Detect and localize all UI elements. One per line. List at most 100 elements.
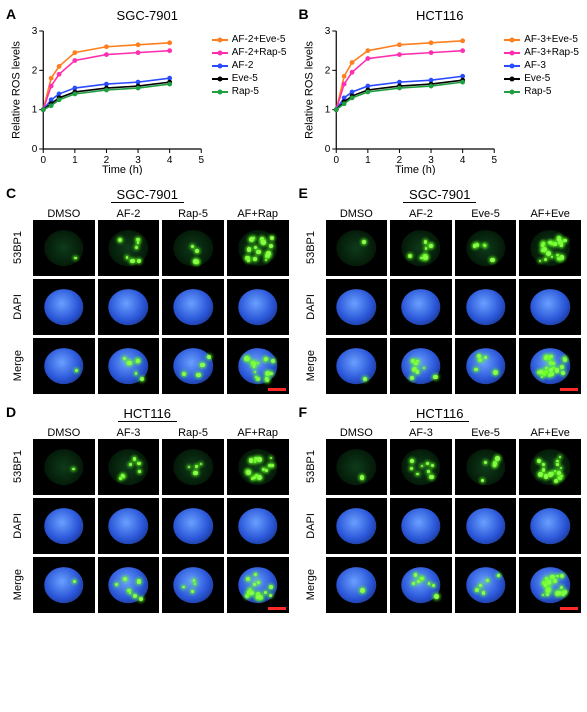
micrograph-cell (519, 557, 581, 613)
focus-dot (429, 475, 434, 480)
grid-D: 53BP1DAPIMerge (6, 439, 289, 613)
focus-dot (140, 377, 145, 382)
nucleus (401, 230, 440, 266)
nucleus (337, 348, 376, 384)
micrograph-cell (98, 279, 160, 335)
grid-C: 53BP1DAPIMerge (6, 220, 289, 394)
legend-label: Eve-5 (232, 72, 258, 85)
nucleus (337, 289, 376, 325)
svg-text:Time (h): Time (h) (102, 164, 143, 175)
focus-dot (72, 468, 75, 471)
focus-dot (434, 594, 439, 599)
panel-label-E: E (299, 185, 308, 201)
legend-label: AF-2+Rap-5 (232, 46, 287, 59)
micrograph-cell (162, 220, 224, 276)
svg-text:0: 0 (324, 144, 330, 155)
focus-dot (555, 368, 559, 372)
col-head: AF-2 (390, 208, 452, 220)
col-head: DMSO (33, 208, 95, 220)
legend-swatch (504, 39, 520, 41)
micrograph-cell (33, 498, 95, 554)
focus-dot (244, 356, 249, 361)
focus-dot (545, 577, 548, 580)
row-head: Merge (305, 350, 317, 381)
focus-dot (557, 238, 560, 241)
micrograph-cell (98, 557, 160, 613)
row-head: 53BP1 (12, 231, 24, 264)
focus-dot (552, 362, 555, 365)
legend-item: Eve-5 (504, 72, 579, 85)
nucleus (238, 508, 277, 544)
focus-dot (544, 258, 547, 261)
panel-label-A: A (6, 6, 16, 22)
nucleus (337, 567, 376, 603)
focus-dot (265, 377, 268, 380)
legend-B: AF-3+Eve-5AF-3+Rap-5AF-3Eve-5Rap-5 (504, 33, 579, 98)
micrograph-cell (326, 338, 388, 394)
micrograph-cell (33, 220, 95, 276)
focus-dot (137, 579, 141, 583)
micrograph-cell (227, 338, 289, 394)
micrograph-cell (33, 439, 95, 495)
micrograph-cell (326, 557, 388, 613)
focus-dot (130, 259, 135, 264)
legend-swatch (212, 39, 228, 41)
nucleus (337, 508, 376, 544)
focus-dot (414, 362, 417, 365)
focus-dot (560, 586, 563, 589)
focus-dot (74, 257, 76, 259)
focus-dot (250, 591, 254, 595)
panel-A: A SGC-7901 0123450123Time (h)Relative RO… (6, 8, 289, 175)
svg-text:2: 2 (32, 65, 38, 76)
focus-dot (482, 591, 486, 595)
micrograph-cell (162, 557, 224, 613)
focus-dot (264, 357, 268, 361)
micrograph-cell (227, 498, 289, 554)
focus-dot (115, 583, 118, 586)
focus-dot (549, 355, 553, 359)
legend-swatch (504, 91, 520, 93)
focus-dot (414, 573, 417, 576)
focus-dot (256, 250, 261, 255)
micrograph-cell (227, 557, 289, 613)
focus-dot (182, 586, 185, 589)
scale-bar (268, 607, 286, 610)
focus-dot (558, 258, 560, 260)
row-head: DAPI (305, 294, 317, 320)
focus-dot (133, 457, 137, 461)
micrograph-cell (98, 338, 160, 394)
focus-dot (249, 237, 254, 242)
svg-text:5: 5 (198, 155, 204, 166)
panel-label-F: F (299, 404, 308, 420)
col-head: Rap-5 (162, 427, 224, 439)
nucleus (44, 567, 83, 603)
col-head: DMSO (326, 427, 388, 439)
focus-dot (479, 584, 481, 586)
focus-dot (408, 254, 412, 258)
micrograph-cell (227, 220, 289, 276)
focus-dot (556, 575, 558, 577)
nucleus (466, 508, 505, 544)
focus-dot (253, 257, 257, 261)
col-heads-C: DMSOAF-2Rap-5AF+Rap (6, 208, 289, 220)
panel-F: F HCT116 DMSOAF-3Eve-5AF+Eve 53BP1DAPIMe… (299, 404, 582, 613)
legend-item: AF-2+Eve-5 (212, 33, 287, 46)
svg-text:2: 2 (324, 65, 330, 76)
legend-swatch (504, 78, 520, 80)
focus-dot (416, 360, 418, 362)
nucleus (466, 230, 505, 266)
legend-item: Eve-5 (212, 72, 287, 85)
micrograph-cell (98, 498, 160, 554)
col-head: AF-3 (390, 427, 452, 439)
focus-dot (137, 259, 142, 264)
svg-text:4: 4 (167, 155, 173, 166)
focus-dot (477, 354, 481, 358)
focus-dot (121, 474, 124, 477)
legend-item: AF-3+Rap-5 (504, 46, 579, 59)
legend-item: Rap-5 (504, 85, 579, 98)
charts-row: A SGC-7901 0123450123Time (h)Relative RO… (6, 8, 581, 175)
svg-text:1: 1 (324, 105, 330, 116)
focus-dot (264, 591, 267, 594)
legend-label: Rap-5 (232, 85, 259, 98)
svg-text:3: 3 (324, 26, 330, 37)
